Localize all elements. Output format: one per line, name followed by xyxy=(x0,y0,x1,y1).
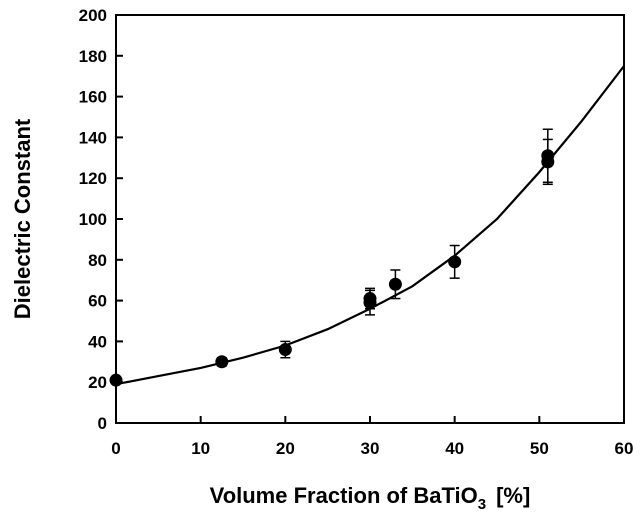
x-tick-label: 50 xyxy=(530,439,549,458)
plot-frame xyxy=(115,14,625,424)
data-points xyxy=(109,128,555,387)
y-tick-label: 200 xyxy=(79,6,107,25)
data-point xyxy=(363,296,377,310)
y-tick-label: 140 xyxy=(79,128,107,147)
y-tick-label: 40 xyxy=(88,332,107,351)
data-point xyxy=(109,373,123,387)
fit-curve xyxy=(115,65,625,386)
x-axis-ticks: 0 10 20 30 40 50 60 xyxy=(111,416,633,458)
x-tick-label: 40 xyxy=(445,439,464,458)
data-point xyxy=(278,343,292,357)
y-tick-label: 0 xyxy=(98,414,107,433)
y-tick-label: 80 xyxy=(88,251,107,270)
x-axis-title: Volume Fraction of BaTiO3 [%] xyxy=(210,483,531,513)
x-tick-label: 10 xyxy=(191,439,210,458)
plot-area xyxy=(115,14,625,424)
y-tick-label: 120 xyxy=(79,169,107,188)
data-point xyxy=(215,355,229,369)
y-tick-label: 180 xyxy=(79,47,107,66)
y-axis-title: Dielectric Constant xyxy=(10,118,35,319)
x-tick-label: 20 xyxy=(276,439,295,458)
x-tick-label: 60 xyxy=(615,439,634,458)
y-axis-ticks: 0 20 40 60 80 100 120 140 160 180 200 xyxy=(79,6,123,433)
x-axis-title-unit: [%] xyxy=(496,483,530,508)
data-point xyxy=(541,155,555,169)
x-axis-title-main: Volume Fraction of BaTiO xyxy=(210,483,478,508)
y-tick-label: 160 xyxy=(79,88,107,107)
data-point xyxy=(388,277,402,291)
y-tick-label: 100 xyxy=(79,210,107,229)
x-tick-label: 0 xyxy=(111,439,120,458)
y-tick-label: 60 xyxy=(88,292,107,311)
fit-curve-group xyxy=(115,65,625,386)
x-tick-label: 30 xyxy=(361,439,380,458)
x-axis-title-subscript: 3 xyxy=(478,496,486,513)
y-tick-label: 20 xyxy=(88,373,107,392)
data-point xyxy=(448,255,462,269)
